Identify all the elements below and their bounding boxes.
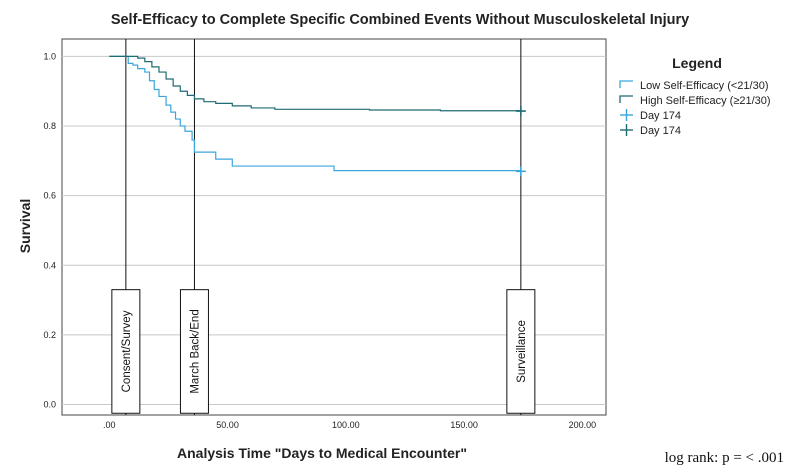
legend-entry-label: High Self-Efficacy (≥21/30) <box>640 95 771 107</box>
legend-entry-label: Day 174 <box>640 110 681 122</box>
low-self-efficacy-curve <box>109 55 522 172</box>
legend-title: Legend <box>672 55 722 71</box>
legend-entry-label: Day 174 <box>640 125 681 137</box>
y-tick-label: 0.2 <box>43 330 56 340</box>
event-label-box <box>111 289 141 414</box>
x-axis-label: Analysis Time "Days to Medical Encounter… <box>177 445 467 461</box>
legend: Legend Low Self-Efficacy (<21/30) High Se… <box>619 55 771 137</box>
high-self-efficacy-curve <box>109 55 522 112</box>
event-lines: Consent/Survey March Back/End Surveillance <box>111 39 536 415</box>
y-tick-label: 0.4 <box>43 260 56 270</box>
legend-entry-label: Low Self-Efficacy (<21/30) <box>640 80 769 92</box>
y-axis-label: Survival <box>17 199 33 253</box>
day-markers <box>515 106 526 177</box>
event-label: Consent/Survey <box>121 310 133 392</box>
y-axis-ticks: 0.0 0.2 0.4 0.6 0.8 1.0 <box>43 51 56 409</box>
x-tick-label: 150.00 <box>450 420 478 430</box>
event-label: March Back/End <box>189 309 201 393</box>
event-label-box <box>506 289 536 414</box>
y-tick-label: 1.0 <box>43 51 56 61</box>
x-tick-label: 200.00 <box>569 420 597 430</box>
event-label: Surveillance <box>516 320 528 383</box>
x-tick-label: 100.00 <box>332 420 360 430</box>
event-label-box <box>179 289 209 414</box>
x-axis-ticks: .00 50.00 100.00 150.00 200.00 <box>103 420 596 430</box>
y-tick-label: 0.0 <box>43 400 56 410</box>
legend-swatch-line <box>619 95 633 103</box>
x-tick-label: .00 <box>103 420 116 430</box>
x-tick-label: 50.00 <box>216 420 239 430</box>
y-tick-label: 0.6 <box>43 191 56 201</box>
legend-swatch-line <box>619 80 633 88</box>
survival-curves <box>109 55 522 172</box>
chart-title: Self-Efficacy to Complete Specific Combi… <box>111 12 689 28</box>
log-rank-annotation: log rank: p = < .001 <box>665 450 784 466</box>
y-tick-label: 0.8 <box>43 121 56 131</box>
